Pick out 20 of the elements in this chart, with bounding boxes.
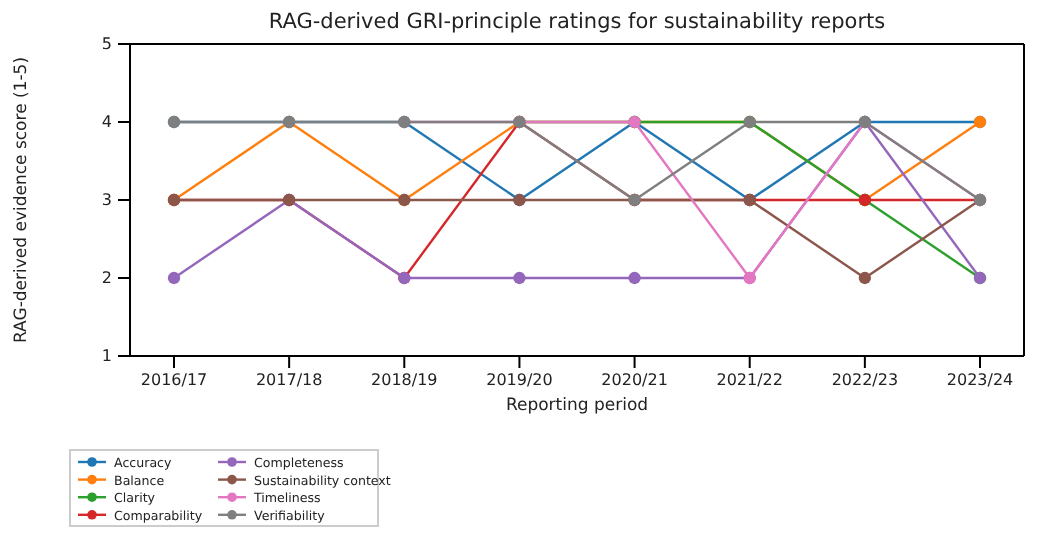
y-tick-label: 4 <box>101 113 112 132</box>
y-tick-label: 2 <box>101 269 112 288</box>
x-tick-label: 2017/18 <box>255 371 323 390</box>
point <box>858 271 872 285</box>
x-tick-label: 2018/19 <box>371 371 438 390</box>
y-tick-label: 5 <box>101 35 112 54</box>
x-tick-label: 2016/17 <box>140 371 208 390</box>
x-tick-label: 2022/23 <box>831 371 899 390</box>
x-tick-label: 2023/24 <box>946 371 1014 390</box>
y-axis-title: RAG-derived evidence score (1-5) <box>12 56 32 344</box>
x-tick-label: 2020/21 <box>601 371 668 390</box>
chart-title: RAG-derived GRI-principle ratings for sustainability reports <box>268 10 886 34</box>
y-tick-label: 1 <box>101 347 112 366</box>
point <box>513 271 526 285</box>
x-tick-label: 2019/20 <box>486 371 553 390</box>
y-tick-label: 3 <box>101 191 112 210</box>
point <box>167 271 181 285</box>
x-tick-label: 2021/22 <box>716 371 783 390</box>
x-axis-title: Reporting period <box>505 396 649 416</box>
point <box>628 271 641 285</box>
